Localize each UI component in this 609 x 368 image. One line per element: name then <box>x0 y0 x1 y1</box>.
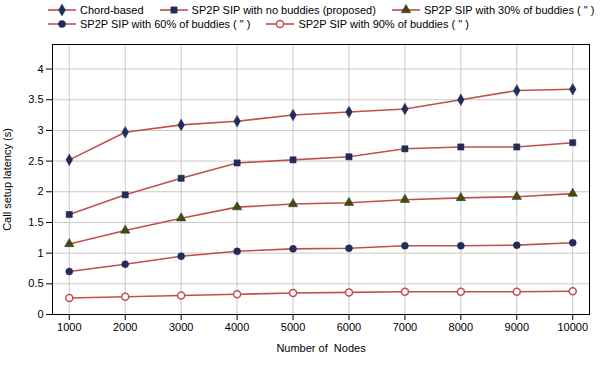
svg-text:Number of Nodes: Number of Nodes <box>276 342 366 354</box>
svg-text:3.5: 3.5 <box>28 93 43 105</box>
svg-text:4: 4 <box>37 63 43 75</box>
svg-text:1000: 1000 <box>57 321 81 333</box>
svg-text:1: 1 <box>37 247 43 259</box>
svg-text:3: 3 <box>37 124 43 136</box>
svg-text:9000: 9000 <box>505 321 529 333</box>
html-text:SP2P SIP with 60% of buddies (: SP2P SIP with 60% of buddies ( " ) <box>80 18 251 30</box>
html-text:SP2P SIP with 90% of buddies (: SP2P SIP with 90% of buddies ( " ) <box>298 18 469 30</box>
svg-text:5000: 5000 <box>281 321 305 333</box>
svg-text:3000: 3000 <box>169 321 193 333</box>
svg-text:1.5: 1.5 <box>28 216 43 228</box>
svg-text:6000: 6000 <box>337 321 361 333</box>
svg-text:2000: 2000 <box>113 321 137 333</box>
svg-text:0.5: 0.5 <box>28 277 43 289</box>
html-text:SP2P SIP with no buddies (prop: SP2P SIP with no buddies (proposed) <box>191 4 376 16</box>
svg-text:4000: 4000 <box>225 321 249 333</box>
svg-text:0: 0 <box>37 308 43 320</box>
html-text:Chord-based: Chord-based <box>80 4 144 16</box>
svg-text:2: 2 <box>37 185 43 197</box>
svg-text:8000: 8000 <box>449 321 473 333</box>
svg-text:2.5: 2.5 <box>28 155 43 167</box>
svg-text:7000: 7000 <box>393 321 417 333</box>
svg-text:Call setup latency (s): Call setup latency (s) <box>1 128 13 231</box>
html-text:SP2P SIP with 30% of buddies (: SP2P SIP with 30% of buddies ( " ) <box>423 4 595 16</box>
svg-text:10000: 10000 <box>557 321 588 333</box>
